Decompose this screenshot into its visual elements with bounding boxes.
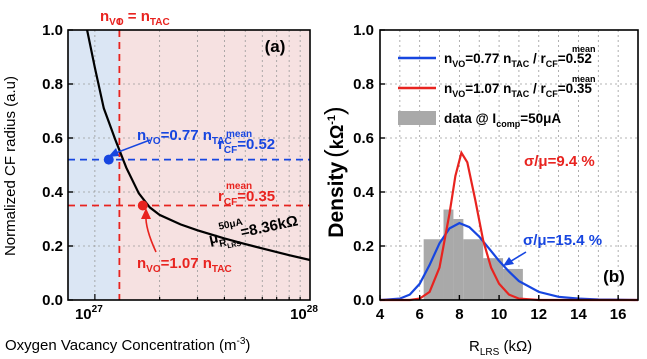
legend-blue-label: nVO=0.77 nTAC / rCF=0.52 [444, 51, 592, 69]
legend-red-sup: mean [572, 74, 596, 84]
panel-b-chart: 0.0 0.2 0.4 0.6 0.8 1.0 4 6 8 10 12 14 16 nVO=0.77 n… [319, 22, 639, 358]
panel-a-label: (a) [265, 37, 286, 56]
x-tick-label: 1028 [290, 304, 318, 323]
panel-b-ylabel: Density(kΩ-1) [319, 106, 349, 237]
histogram-bars [423, 209, 523, 300]
svg-text:50μA: 50μA [218, 217, 244, 233]
panel-a-frame [67, 29, 311, 301]
svg-text:rCF=0.35: rCF=0.35 [218, 188, 275, 208]
legend-red-label: nVO=1.07 nTAC / rCF=0.35 [444, 81, 592, 99]
panel-b-label: (b) [603, 267, 625, 286]
series-red-curve [380, 150, 638, 302]
red-annotation: nVO=1.07 nTAC [137, 255, 232, 275]
legend-blue-sup: mean [572, 44, 596, 54]
y-tick-label: 0.6 [353, 130, 374, 147]
point-red [137, 200, 148, 211]
red-region [119, 30, 310, 300]
y-tick-label: 0.2 [353, 238, 374, 255]
panel-b-xlabel: RLRS (kΩ) [469, 338, 532, 358]
y-tick-label: 1.0 [42, 22, 63, 39]
panel-a-chart: 0.0 0.2 0.4 0.6 0.8 1.0 1027 1028 (a) nVO = nTA… [2, 8, 318, 354]
x-tick-label: 14 [570, 306, 587, 323]
y-tick-label: 0.2 [42, 238, 63, 255]
svg-text:mean: mean [226, 129, 252, 140]
point-blue [103, 154, 114, 165]
x-tick-label: 16 [610, 306, 627, 323]
histogram-bar [443, 209, 454, 300]
y-tick-label: 0.4 [42, 184, 64, 201]
histogram-bar [463, 239, 484, 300]
histogram-bar [453, 219, 464, 300]
red-arrowhead [141, 208, 151, 219]
x-tick-label: 8 [455, 306, 463, 323]
y-tick-label: 0.6 [42, 130, 63, 147]
panel-a-xlabel: Oxygen Vacancy Concentration (m-3) [5, 336, 250, 354]
legend-hist-swatch [398, 111, 436, 125]
y-tick-label: 1.0 [353, 22, 374, 39]
panel-b-ticks: 0.0 0.2 0.4 0.6 0.8 1.0 4 6 8 10 12 14 16 [353, 22, 626, 323]
x-tick-label: 12 [530, 306, 547, 323]
vline-label: nVO = nTAC [100, 8, 170, 28]
blue-annotation: nVO=0.77 nTAC [137, 127, 232, 147]
panel-b-frame [379, 29, 639, 301]
cf-radius-curve [86, 29, 311, 262]
sigma-red-annotation: σ/μ=9.4 % [524, 153, 595, 170]
panel-a-ticks: 0.0 0.2 0.4 0.6 0.8 1.0 1027 1028 [42, 22, 318, 323]
legend: nVO=0.77 nTAC / rCF=0.52 mean nVO=1.07 n… [398, 44, 596, 129]
y-tick-label: 0.8 [353, 76, 374, 93]
x-tick-label: 6 [416, 306, 424, 323]
hline-red-label: rCF=0.35 mean [218, 181, 275, 208]
svg-text:Density(kΩ-1): Density(kΩ-1) [319, 106, 349, 237]
y-tick-label: 0.0 [353, 292, 374, 309]
blue-region [68, 30, 120, 300]
blue-arrowhead [108, 148, 119, 157]
blue-arrow [112, 139, 151, 155]
y-tick-label: 0.8 [42, 76, 63, 93]
hline-blue-label: rCF=0.52 mean [218, 129, 275, 156]
sigma-blue-arrowhead [503, 257, 514, 266]
svg-text:rCF=0.52: rCF=0.52 [218, 136, 275, 156]
y-tick-label: 0.0 [42, 292, 63, 309]
panel-a-ylabel: Normalized CF radius (a.u) [2, 76, 19, 256]
svg-text:mean: mean [226, 181, 252, 192]
x-tick-label: 4 [376, 306, 385, 323]
x-tick-label: 1027 [75, 304, 103, 323]
panel-a-grid [68, 30, 310, 300]
histogram-bar [423, 239, 444, 300]
histogram-bar [483, 258, 504, 300]
y-tick-label: 0.4 [353, 184, 375, 201]
panel-b-grid [380, 30, 638, 300]
x-tick-label: 10 [491, 306, 508, 323]
sigma-blue-annotation: σ/μ=15.4 % [523, 232, 602, 249]
legend-hist-label: data @ Icomp=50μA [444, 111, 561, 129]
